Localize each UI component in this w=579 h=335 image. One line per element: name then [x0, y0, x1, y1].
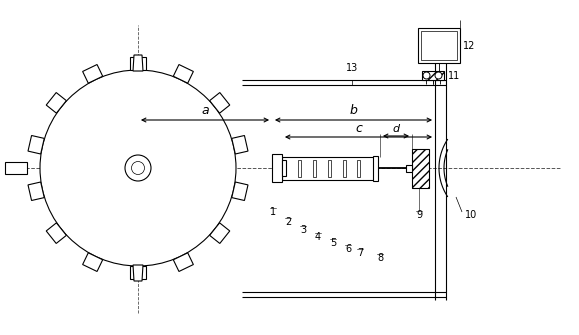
Circle shape — [125, 155, 151, 181]
Bar — [406, 164, 412, 172]
Text: b: b — [350, 104, 357, 117]
Text: d: d — [393, 124, 400, 134]
Polygon shape — [46, 223, 67, 244]
Bar — [412, 148, 429, 188]
Polygon shape — [133, 55, 143, 71]
Bar — [282, 160, 286, 176]
Circle shape — [435, 72, 442, 79]
Bar — [343, 159, 346, 177]
Bar — [418, 28, 460, 63]
Polygon shape — [210, 223, 230, 244]
Bar — [272, 154, 282, 182]
Bar — [328, 159, 331, 177]
Bar — [357, 159, 360, 177]
Polygon shape — [28, 182, 44, 201]
Text: 13: 13 — [346, 63, 358, 73]
Polygon shape — [130, 57, 146, 70]
Polygon shape — [46, 92, 67, 113]
Circle shape — [131, 161, 145, 175]
Text: 3: 3 — [300, 225, 306, 235]
Text: 11: 11 — [448, 70, 460, 80]
Bar — [421, 31, 457, 60]
Polygon shape — [28, 135, 44, 154]
Bar — [282, 156, 377, 180]
Text: 4: 4 — [315, 232, 321, 242]
Bar — [422, 71, 444, 80]
Bar — [5, 162, 27, 174]
Polygon shape — [83, 253, 102, 271]
Bar — [373, 155, 379, 181]
Polygon shape — [130, 266, 146, 279]
Polygon shape — [173, 253, 193, 271]
Text: 2: 2 — [285, 217, 291, 227]
Polygon shape — [232, 182, 248, 201]
Bar — [313, 159, 316, 177]
Text: 8: 8 — [377, 253, 383, 263]
Polygon shape — [133, 265, 143, 281]
Polygon shape — [83, 65, 102, 83]
Text: a: a — [201, 104, 209, 117]
Polygon shape — [210, 92, 230, 113]
Polygon shape — [173, 65, 193, 83]
Text: 7: 7 — [357, 248, 363, 258]
Bar — [298, 159, 301, 177]
Text: 9: 9 — [416, 210, 422, 220]
Text: 12: 12 — [463, 41, 475, 51]
Circle shape — [423, 72, 430, 79]
Polygon shape — [232, 135, 248, 154]
Text: 5: 5 — [330, 238, 336, 248]
Text: c: c — [355, 122, 362, 134]
Circle shape — [40, 70, 236, 266]
Text: 1: 1 — [270, 207, 276, 217]
Text: 6: 6 — [345, 244, 351, 254]
Text: 10: 10 — [465, 210, 477, 220]
